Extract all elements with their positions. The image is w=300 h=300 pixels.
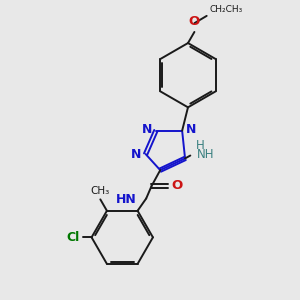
Text: Cl: Cl [67,231,80,244]
Text: O: O [189,15,200,28]
Text: CH₂CH₃: CH₂CH₃ [209,4,242,14]
Text: N: N [141,123,152,136]
Text: N: N [186,123,197,136]
Text: O: O [171,179,182,192]
Text: N: N [130,148,141,160]
Text: H: H [196,139,205,152]
Text: HN: HN [116,194,137,206]
Text: CH₃: CH₃ [91,187,110,196]
Text: NH: NH [197,148,214,160]
